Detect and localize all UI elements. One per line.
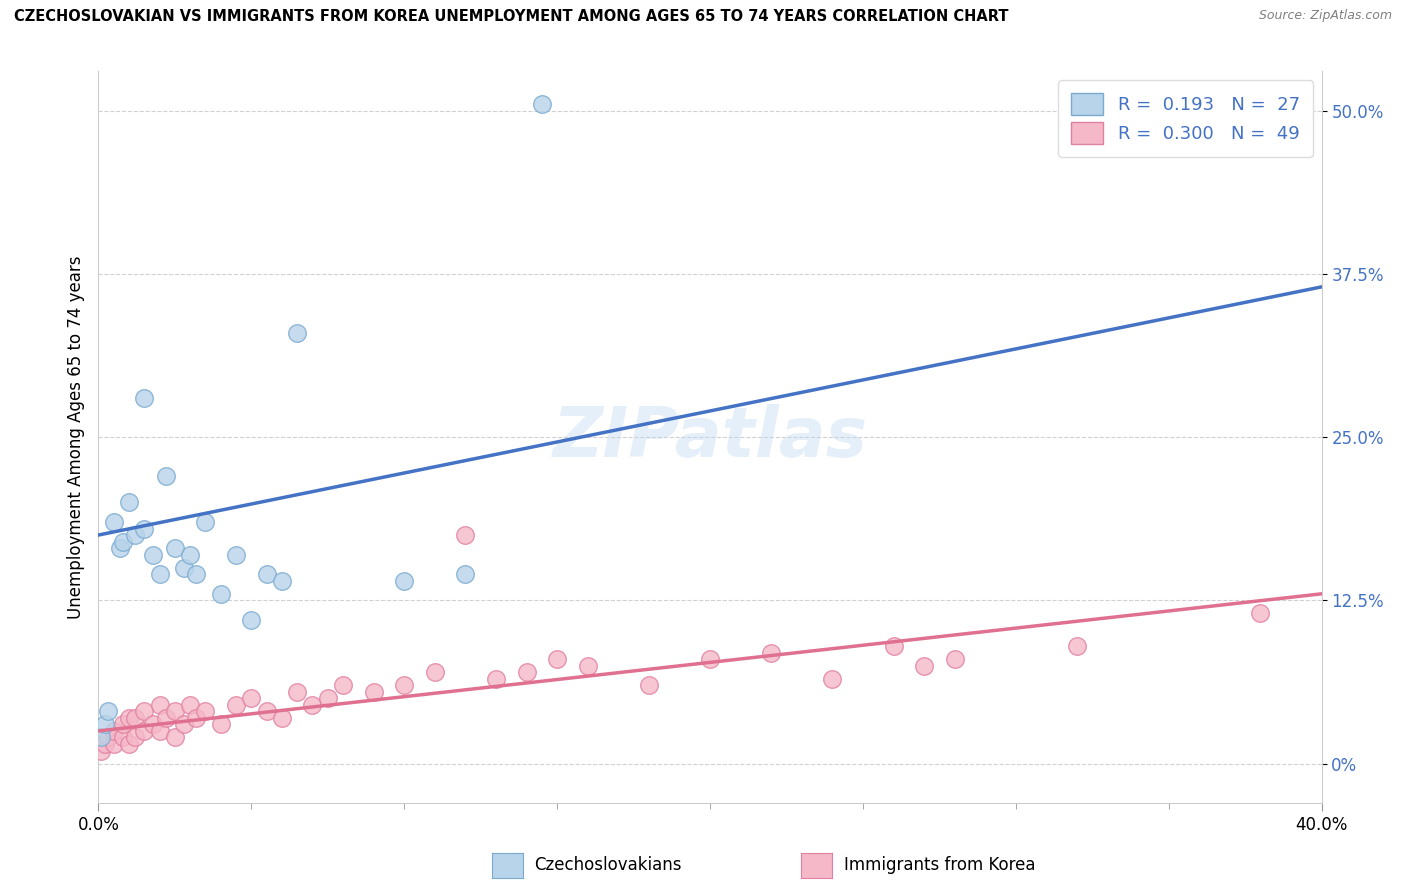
Point <box>179 548 201 562</box>
Point <box>118 737 141 751</box>
Point <box>149 723 172 738</box>
Point <box>454 567 477 582</box>
Point <box>256 705 278 719</box>
Point <box>912 658 935 673</box>
Point <box>883 639 905 653</box>
Point <box>576 658 599 673</box>
Point <box>124 528 146 542</box>
Point <box>103 723 125 738</box>
Point <box>149 698 172 712</box>
Point <box>225 548 247 562</box>
Point <box>316 691 339 706</box>
Point <box>392 574 416 588</box>
Text: Czechoslovakians: Czechoslovakians <box>534 856 682 874</box>
Point <box>285 326 308 340</box>
Point <box>546 652 568 666</box>
Point <box>111 731 134 745</box>
Point <box>155 711 177 725</box>
Point <box>97 705 120 719</box>
Point <box>1066 639 1088 653</box>
Point <box>1250 607 1272 621</box>
Point <box>301 698 323 712</box>
Point <box>111 534 134 549</box>
Point <box>124 731 146 745</box>
Point <box>142 548 165 562</box>
Point <box>186 711 208 725</box>
Point <box>530 97 553 112</box>
Point <box>332 678 354 692</box>
Point <box>179 698 201 712</box>
Point <box>392 678 416 692</box>
Point <box>118 495 141 509</box>
Text: Immigrants from Korea: Immigrants from Korea <box>844 856 1035 874</box>
Point <box>485 672 508 686</box>
Point <box>194 705 217 719</box>
Point <box>134 521 156 535</box>
Point <box>163 541 186 555</box>
Point <box>149 567 172 582</box>
Point <box>363 685 385 699</box>
Point <box>270 711 294 725</box>
Point <box>134 723 156 738</box>
Point <box>194 515 217 529</box>
Point <box>103 737 125 751</box>
Point <box>943 652 966 666</box>
Point <box>134 391 156 405</box>
Point <box>209 587 232 601</box>
Point <box>134 705 156 719</box>
Point <box>285 685 308 699</box>
Point <box>225 698 247 712</box>
Point <box>240 691 263 706</box>
Text: ZIPatlas: ZIPatlas <box>553 403 868 471</box>
Text: Source: ZipAtlas.com: Source: ZipAtlas.com <box>1258 9 1392 22</box>
Point <box>155 469 177 483</box>
Point <box>637 678 661 692</box>
Point <box>90 743 112 757</box>
Point <box>93 717 115 731</box>
Point <box>516 665 538 680</box>
Point <box>423 665 446 680</box>
Point <box>173 717 195 731</box>
Point <box>240 613 263 627</box>
Text: CZECHOSLOVAKIAN VS IMMIGRANTS FROM KOREA UNEMPLOYMENT AMONG AGES 65 TO 74 YEARS : CZECHOSLOVAKIAN VS IMMIGRANTS FROM KOREA… <box>14 9 1008 24</box>
Point <box>90 731 112 745</box>
Point <box>111 717 134 731</box>
Point <box>163 731 186 745</box>
Point <box>454 528 477 542</box>
Point <box>97 731 120 745</box>
Point <box>173 560 195 574</box>
Y-axis label: Unemployment Among Ages 65 to 74 years: Unemployment Among Ages 65 to 74 years <box>66 255 84 619</box>
Point <box>163 705 186 719</box>
Point <box>761 646 783 660</box>
Point <box>142 717 165 731</box>
Point <box>821 672 844 686</box>
Point <box>124 711 146 725</box>
Point <box>118 711 141 725</box>
Point <box>93 737 115 751</box>
Point <box>270 574 294 588</box>
Point <box>209 717 232 731</box>
Point <box>103 515 125 529</box>
Point <box>256 567 278 582</box>
Point <box>699 652 721 666</box>
Legend: R =  0.193   N =  27, R =  0.300   N =  49: R = 0.193 N = 27, R = 0.300 N = 49 <box>1059 80 1313 157</box>
Point <box>108 541 131 555</box>
Point <box>186 567 208 582</box>
